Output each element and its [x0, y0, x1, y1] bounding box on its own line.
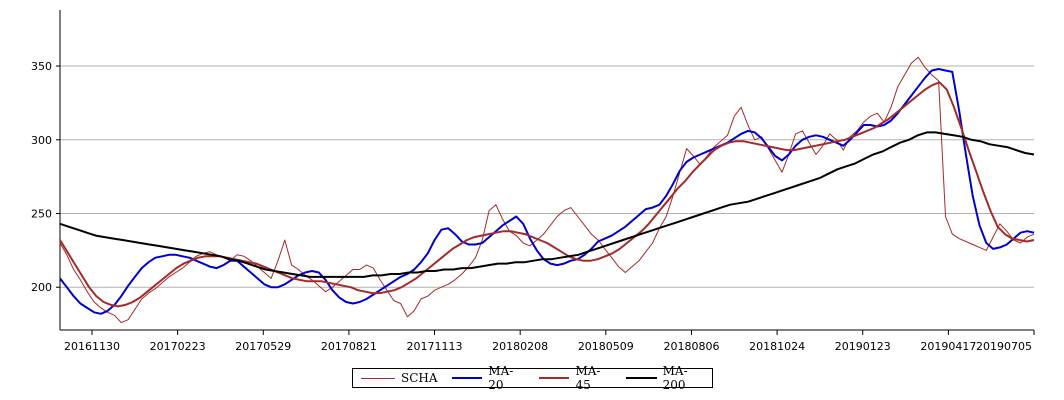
legend-swatch: [538, 377, 570, 379]
y-tick-label: 250: [31, 208, 52, 221]
x-tick-label: 20161130: [64, 340, 120, 353]
legend-label: MA-200: [662, 364, 688, 392]
x-tick-label: 20190705: [976, 340, 1032, 353]
series-line-ma-20: [59, 68, 1035, 315]
x-tick-label: 20180208: [492, 340, 548, 353]
x-tick-label: 20181024: [749, 340, 805, 353]
x-axis-ticks: 20161130 20170223 20170529 20170821 20171113…: [64, 330, 1035, 353]
legend-item: MA-45: [538, 364, 612, 392]
series-line-ma-200: [59, 131, 1035, 278]
legend-item: MA-20: [451, 364, 525, 392]
x-tick-label: 20170223: [150, 340, 206, 353]
axes: [59, 10, 1034, 331]
legend-swatch: [625, 377, 657, 379]
series-line-ma-45: [59, 81, 1035, 308]
y-tick-label: 350: [31, 60, 52, 73]
gridlines: [60, 65, 1034, 288]
legend-label: SCHA: [401, 371, 438, 385]
x-tick-label: 20190417: [920, 340, 976, 353]
x-tick-label: 20190123: [835, 340, 891, 353]
y-tick-label: 300: [31, 134, 52, 147]
x-tick-label: 20171113: [407, 340, 463, 353]
legend: SCHA MA-20 MA-45 MA-200: [352, 364, 713, 392]
legend-item: SCHA: [361, 371, 438, 385]
y-axis-ticks: 200 250 300 350: [31, 60, 60, 294]
legend-swatch: [361, 377, 395, 379]
series-lines: [59, 56, 1035, 324]
series-line-scha: [59, 56, 1035, 324]
y-tick-label: 200: [31, 281, 52, 294]
x-tick-label: 20180509: [578, 340, 634, 353]
legend-swatch: [451, 377, 483, 379]
x-tick-label: 20170529: [235, 340, 291, 353]
legend-label: MA-20: [488, 364, 514, 392]
legend-item: MA-200: [625, 364, 706, 392]
x-tick-label: 20180806: [663, 340, 719, 353]
x-tick-label: 20170821: [321, 340, 377, 353]
legend-label: MA-45: [575, 364, 601, 392]
